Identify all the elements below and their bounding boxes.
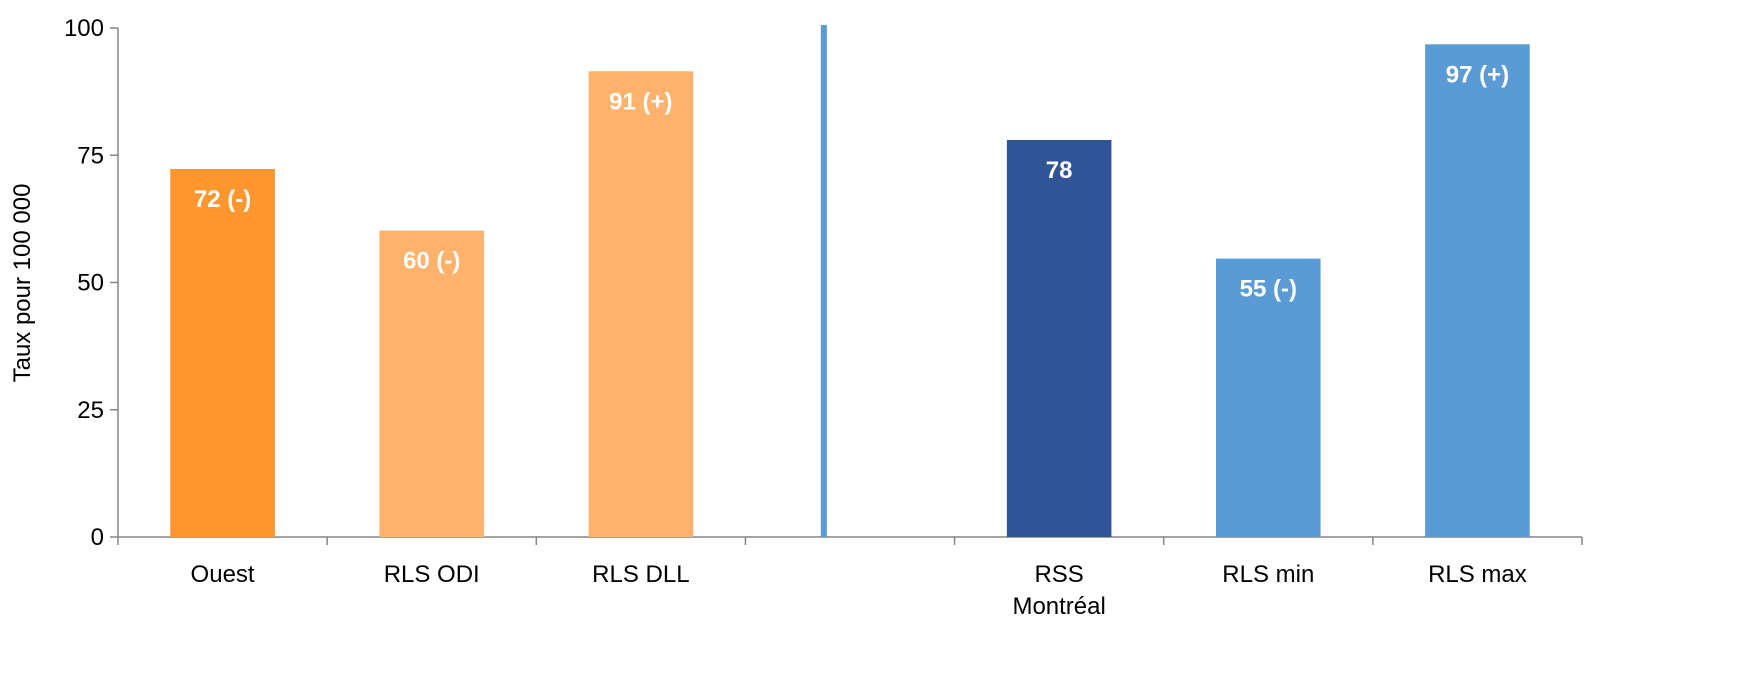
y-tick-label: 100	[64, 15, 104, 42]
bar	[1216, 258, 1321, 537]
bar-data-label: 78	[1046, 157, 1073, 184]
bar	[379, 230, 484, 537]
bar	[170, 168, 275, 538]
category-label: RLS DLL	[592, 561, 689, 588]
category-label: RLS min	[1222, 561, 1314, 588]
category-label: RLS max	[1428, 561, 1527, 588]
category-labels: Ouest RLS ODI RLS DLL RSS Montréal RLS min RLS…	[191, 561, 1527, 620]
y-axis: 0 25 50 75 100	[64, 15, 119, 551]
y-tick-label: 0	[91, 524, 104, 551]
bar-data-label: 97 (+)	[1446, 61, 1509, 88]
category-label: Ouest	[191, 561, 255, 588]
y-tick-label: 25	[77, 397, 104, 424]
y-tick-label: 75	[77, 142, 104, 169]
bars	[170, 44, 1530, 538]
bar-data-label: 55 (-)	[1240, 276, 1297, 303]
bar-data-label: 60 (-)	[403, 248, 460, 275]
bar	[588, 71, 694, 537]
x-axis	[117, 536, 1583, 545]
category-label: RSS Montréal	[1012, 561, 1105, 620]
y-tick-label: 50	[77, 270, 104, 297]
bar	[1006, 139, 1112, 538]
y-axis-title: Taux pour 100 000	[9, 184, 36, 383]
bar	[1425, 44, 1530, 538]
bar-data-label: 72 (-)	[194, 186, 251, 213]
bar-data-label: 91 (+)	[609, 88, 672, 115]
category-label: RLS ODI	[384, 561, 480, 588]
data-labels: 72 (-) 60 (-) 91 (+) 78 55 (-) 97 (+)	[194, 61, 1509, 302]
